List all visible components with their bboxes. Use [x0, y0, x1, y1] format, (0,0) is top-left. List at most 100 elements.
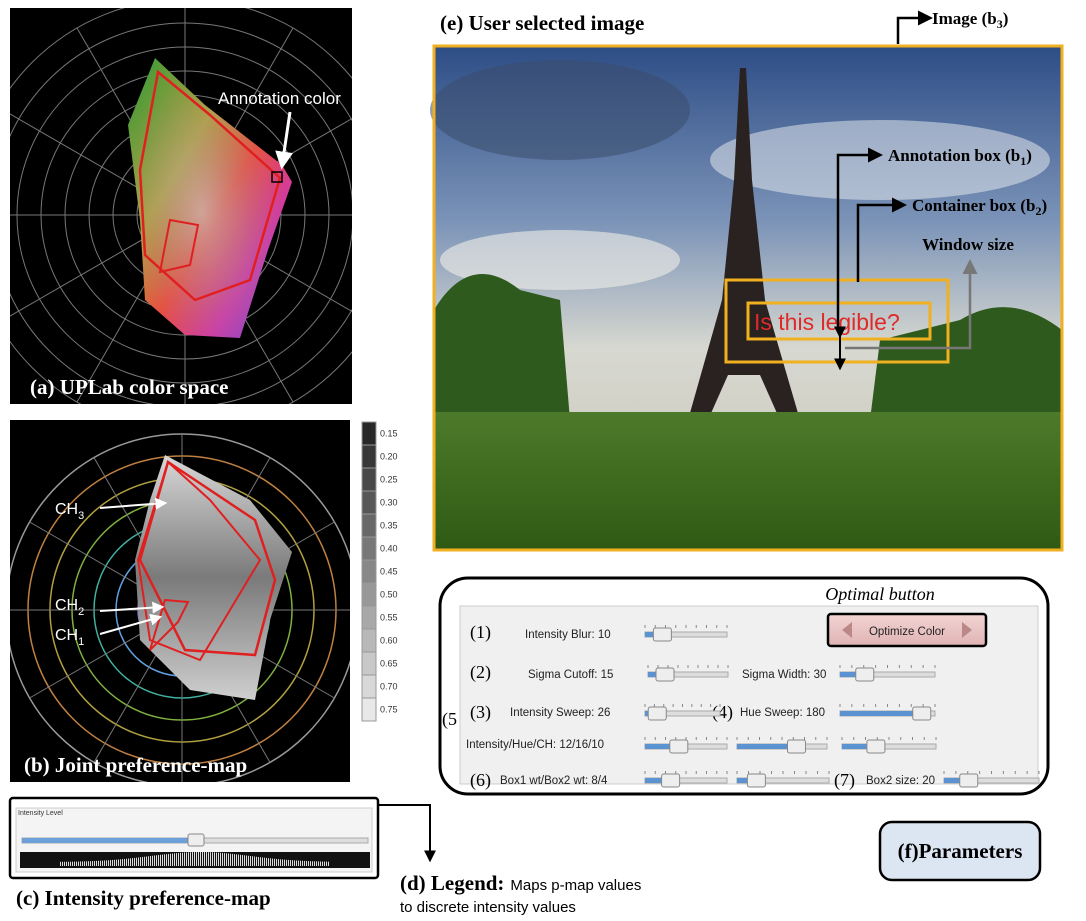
- legend-value: 0.60: [380, 636, 398, 646]
- strip-line: [300, 861, 301, 866]
- slider-thumb[interactable]: [648, 707, 666, 720]
- legend-value: 0.65: [380, 659, 398, 669]
- image-label: Image (b3): [932, 9, 1008, 31]
- strip-line: [162, 855, 163, 866]
- strip-line: [174, 853, 175, 866]
- slider-thumb[interactable]: [960, 774, 978, 787]
- strip-line: [68, 862, 69, 866]
- annotation-box-label: Annotation box (b1): [888, 146, 1032, 168]
- row-number: (2): [470, 662, 491, 683]
- panel-c: Intensity Level (c) Intensity preference…: [10, 798, 378, 910]
- strip-line: [276, 859, 277, 866]
- label-text: Container box (b: [912, 196, 1035, 215]
- strip-line: [260, 857, 261, 866]
- slider-thumb[interactable]: [867, 740, 885, 753]
- strip-line: [184, 853, 185, 866]
- strip-line: [290, 860, 291, 866]
- slider-fill: [840, 711, 921, 716]
- strip-line: [278, 859, 279, 866]
- strip-line: [186, 852, 187, 866]
- strip-line: [308, 861, 309, 866]
- strip-line: [108, 860, 109, 866]
- strip-line: [146, 856, 147, 866]
- strip-line: [124, 859, 125, 866]
- strip-line: [112, 860, 113, 866]
- strip-line: [160, 855, 161, 866]
- strip-line: [270, 858, 271, 866]
- strip-line: [90, 861, 91, 866]
- strip-line: [82, 861, 83, 866]
- strip-line: [106, 860, 107, 866]
- panel-f: Optimal button Optimize Color (1) Intens…: [440, 578, 1048, 880]
- strip-line: [168, 854, 169, 866]
- subscript: 1: [78, 636, 84, 648]
- strip-line: [230, 854, 231, 866]
- strip-line: [296, 860, 297, 866]
- strip-line: [246, 856, 247, 866]
- strip-line: [138, 857, 139, 866]
- strip-line: [316, 861, 317, 866]
- slider-thumb[interactable]: [788, 740, 806, 753]
- row-number: (3): [470, 702, 491, 723]
- strip-line: [304, 861, 305, 866]
- strip-line: [294, 860, 295, 866]
- strip-line: [240, 855, 241, 866]
- strip-line: [198, 852, 199, 866]
- strip-line: [224, 853, 225, 866]
- slider-thumb[interactable]: [747, 774, 765, 787]
- slider-thumb[interactable]: [670, 740, 688, 753]
- strip-line: [88, 861, 89, 866]
- strip-line: [78, 862, 79, 866]
- slider-label: Intensity Level: [18, 810, 63, 817]
- slider-thumb[interactable]: [913, 707, 931, 720]
- control-label: Sigma Cutoff: 15: [528, 669, 613, 681]
- slider-thumb[interactable]: [188, 834, 204, 846]
- strip-line: [178, 853, 179, 866]
- strip-line: [268, 858, 269, 866]
- strip-line: [140, 857, 141, 866]
- strip-line: [286, 860, 287, 866]
- legend-swatch: [362, 514, 376, 537]
- strip-line: [252, 856, 253, 866]
- button-text[interactable]: Optimize Color: [869, 626, 945, 638]
- subscript: 3: [78, 510, 84, 522]
- strip-line: [298, 861, 299, 866]
- label-text: ): [1041, 196, 1047, 215]
- strip-line: [302, 861, 303, 866]
- container-box-label: Container box (b2): [912, 196, 1047, 218]
- strip-line: [154, 856, 155, 866]
- strip-line: [222, 853, 223, 866]
- strip-line: [210, 852, 211, 866]
- strip-line: [212, 852, 213, 866]
- strip-line: [284, 860, 285, 866]
- legend-value: 0.70: [380, 682, 398, 692]
- strip-line: [158, 855, 159, 866]
- strip-line: [318, 861, 319, 866]
- legend-swatch: [362, 468, 376, 491]
- legend-swatch: [362, 491, 376, 514]
- strip-line: [164, 854, 165, 866]
- strip-line: [280, 859, 281, 866]
- strip-line: [150, 856, 151, 866]
- label-text: Annotation box (b: [888, 146, 1020, 165]
- arrow: [898, 18, 930, 44]
- arrow: [378, 805, 430, 860]
- slider-thumb[interactable]: [653, 628, 671, 641]
- slider-thumb[interactable]: [856, 668, 874, 681]
- window-size-label: Window size: [922, 235, 1014, 254]
- row-number: (7): [834, 770, 855, 791]
- strip-line: [144, 857, 145, 866]
- strip-line: [266, 858, 267, 866]
- strip-line: [274, 859, 275, 866]
- strip-line: [206, 852, 207, 866]
- strip-line: [322, 862, 323, 866]
- slider-thumb[interactable]: [656, 668, 674, 681]
- strip-line: [188, 852, 189, 866]
- strip-line: [130, 858, 131, 866]
- strip-line: [62, 862, 63, 866]
- legend-value: 0.40: [380, 544, 398, 554]
- slider-thumb[interactable]: [662, 774, 680, 787]
- strip-line: [180, 853, 181, 866]
- strip-line: [248, 856, 249, 866]
- label-text: Image (b: [932, 9, 997, 28]
